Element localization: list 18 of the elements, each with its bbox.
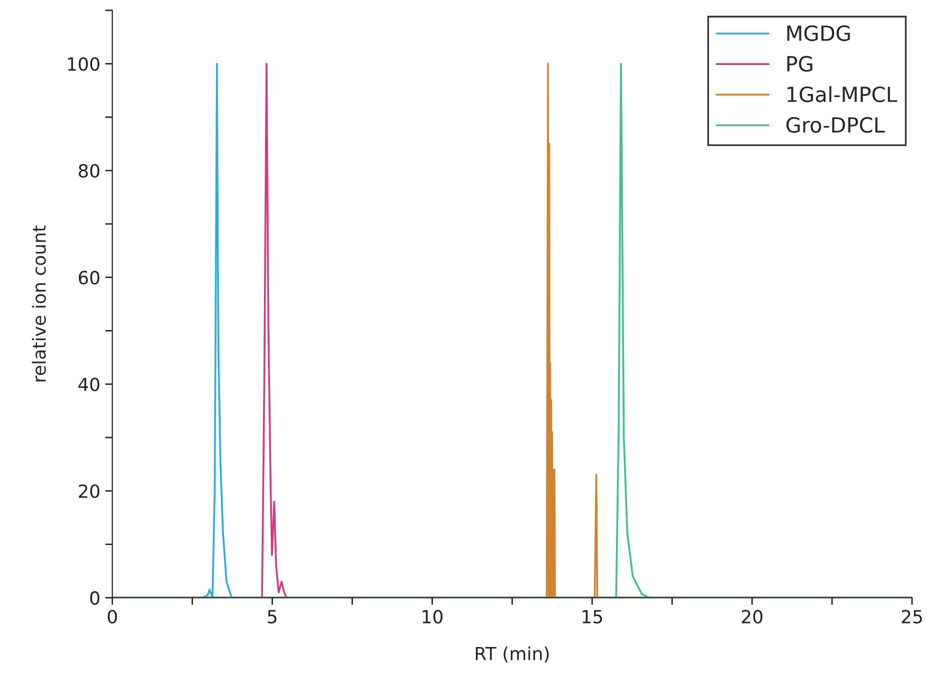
y-tick-label: 20 [78, 484, 100, 498]
y-tick-label: 60 [78, 270, 100, 284]
y-axis-title: relative ion count [32, 225, 46, 382]
legend-label: MGDG [787, 25, 850, 42]
y-tick-label: 40 [78, 378, 100, 392]
y-tick-label: 0 [90, 591, 100, 605]
x-tick-label: 15 [582, 610, 602, 624]
x-tick-label: 25 [902, 610, 922, 624]
x-tick-label: 5 [268, 610, 276, 624]
x-tick-label: 0 [108, 610, 117, 624]
legend-label: 1Gal-MPCL [788, 86, 898, 102]
legend-label: Gro-DPCL [786, 117, 885, 133]
x-tick-label: 10 [422, 610, 442, 624]
legend-label: PG [787, 56, 812, 72]
x-axis-title: RT (min) [476, 646, 549, 663]
y-tick-label: 80 [78, 164, 100, 178]
y-tick-label: 100 [68, 57, 100, 71]
x-tick-label: 20 [742, 610, 762, 624]
